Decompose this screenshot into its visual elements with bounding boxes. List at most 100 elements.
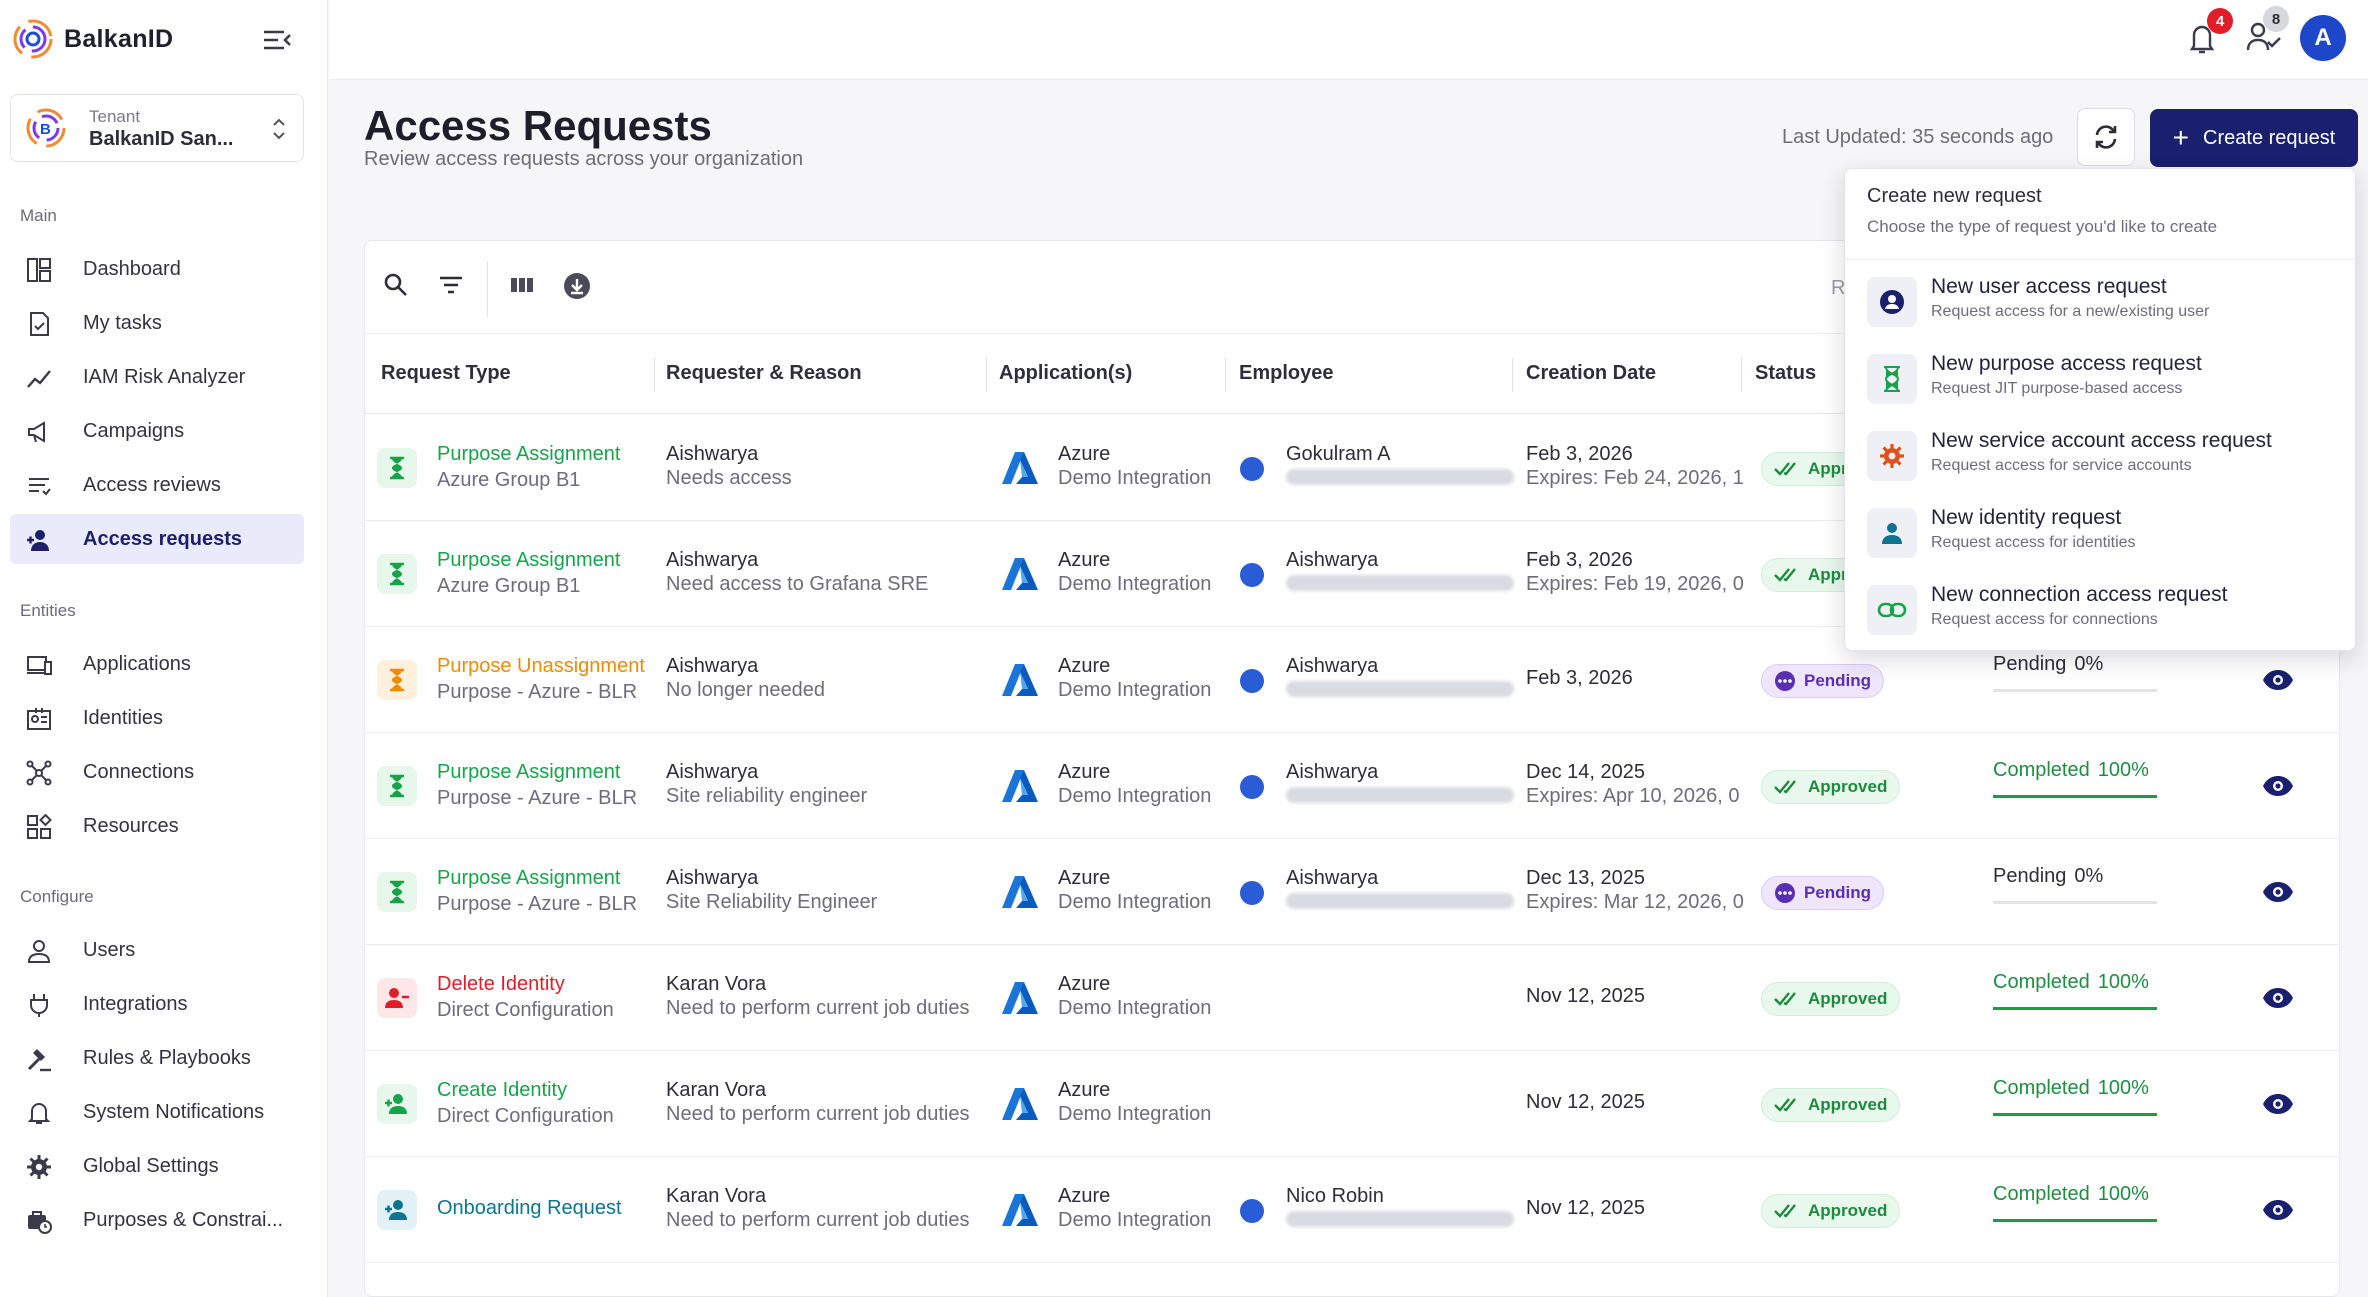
status-badge: Approved bbox=[1761, 1194, 1901, 1228]
sidebar-item-integrations[interactable]: Integrations bbox=[10, 979, 304, 1029]
user-avatar[interactable]: A bbox=[2300, 15, 2346, 61]
user-minus-icon bbox=[377, 978, 417, 1018]
briefcase-clock-icon bbox=[28, 1211, 52, 1234]
request-type[interactable]: Purpose Assignment bbox=[437, 867, 621, 889]
col-employee[interactable]: Employee bbox=[1239, 362, 1334, 384]
sidebar-item-connections[interactable]: Connections bbox=[10, 747, 304, 797]
request-type[interactable]: Delete Identity bbox=[437, 973, 565, 995]
sidebar-item-resources[interactable]: Resources bbox=[10, 801, 304, 851]
hourglass-icon bbox=[377, 448, 417, 488]
svg-text:B: B bbox=[40, 121, 51, 138]
menu-item-new-service-account-access[interactable]: New service account access request Reque… bbox=[1867, 423, 2337, 495]
application-integration: Demo Integration bbox=[1058, 467, 1212, 489]
request-type[interactable]: Purpose Assignment bbox=[437, 761, 621, 783]
sidebar-item-iam-risk-analyzer[interactable]: IAM Risk Analyzer bbox=[10, 352, 304, 402]
view-request-button[interactable] bbox=[2261, 880, 2295, 909]
notifications-count-badge: 4 bbox=[2207, 8, 2233, 34]
create-request-button[interactable]: + Create request bbox=[2150, 109, 2358, 167]
creation-date: Feb 3, 2026 bbox=[1526, 443, 1633, 465]
request-target: Purpose - Azure - BLR bbox=[437, 787, 638, 809]
progress-bar-fill bbox=[1993, 1007, 2157, 1010]
requester-name: Aishwarya bbox=[666, 867, 759, 889]
menu-item-new-user-access[interactable]: New user access request Request access f… bbox=[1867, 269, 2337, 341]
plus-icon: + bbox=[2172, 122, 2190, 153]
view-request-button[interactable] bbox=[2261, 1092, 2295, 1121]
col-requester-reason[interactable]: Requester & Reason bbox=[666, 362, 862, 384]
table-row[interactable]: Onboarding Request Karan Vora Need to perf… bbox=[365, 1157, 2339, 1263]
menu-item-new-identity[interactable]: New identity request Request access for … bbox=[1867, 500, 2337, 572]
azure-icon bbox=[1002, 1194, 1038, 1226]
section-entities: Entities bbox=[20, 601, 76, 620]
col-request-type[interactable]: Request Type bbox=[381, 362, 511, 384]
application-integration: Demo Integration bbox=[1058, 1209, 1212, 1231]
download-button[interactable] bbox=[562, 271, 592, 306]
request-type[interactable]: Purpose Assignment bbox=[437, 443, 621, 465]
application-integration: Demo Integration bbox=[1058, 785, 1212, 807]
table-row[interactable]: Create Identity Direct Configuration Karan… bbox=[365, 1051, 2339, 1157]
application-integration: Demo Integration bbox=[1058, 1103, 1212, 1125]
sidebar-item-label: Global Settings bbox=[83, 1154, 219, 1177]
view-request-button[interactable] bbox=[2261, 986, 2295, 1015]
sidebar-item-applications[interactable]: Applications bbox=[10, 639, 304, 689]
search-button[interactable] bbox=[382, 271, 410, 304]
sidebar-item-label: Campaigns bbox=[83, 419, 185, 442]
sidebar-item-dashboard[interactable]: Dashboard bbox=[10, 244, 304, 294]
col-status[interactable]: Status bbox=[1755, 362, 1817, 384]
table-row[interactable]: Purpose Assignment Purpose - Azure - BLR A… bbox=[365, 839, 2339, 945]
request-type[interactable]: Create Identity bbox=[437, 1079, 568, 1101]
creation-date: Nov 12, 2025 bbox=[1526, 1091, 1645, 1113]
request-type[interactable]: Purpose Assignment bbox=[437, 549, 621, 571]
col-creation-date[interactable]: Creation Date bbox=[1526, 362, 1657, 384]
collapse-menu-icon bbox=[264, 30, 291, 50]
refresh-button[interactable] bbox=[2077, 108, 2135, 166]
sidebar-item-access-requests[interactable]: Access requests bbox=[10, 514, 304, 564]
menu-item-new-connection-access[interactable]: New connection access request Request ac… bbox=[1867, 577, 2337, 649]
sidebar-item-system-notifications[interactable]: System Notifications bbox=[10, 1087, 304, 1137]
filter-icon bbox=[440, 276, 462, 294]
collapse-sidebar-button[interactable] bbox=[262, 28, 292, 57]
sidebar-item-label: My tasks bbox=[83, 311, 162, 334]
table-row[interactable]: Purpose Unassignment Purpose - Azure - BL… bbox=[365, 627, 2339, 733]
creation-date: Feb 3, 2026 bbox=[1526, 549, 1633, 571]
employee-email-redacted bbox=[1286, 575, 1514, 591]
sidebar-item-rules-playbooks[interactable]: Rules & Playbooks bbox=[10, 1033, 304, 1083]
sidebar-item-access-reviews[interactable]: Access reviews bbox=[10, 460, 304, 510]
table-row[interactable]: Purpose Assignment Purpose - Azure - BLR A… bbox=[365, 733, 2339, 839]
expiry-date: Expires: Mar 12, 2026, 0 bbox=[1526, 891, 1744, 913]
toolbar-divider bbox=[487, 261, 488, 317]
col-applications[interactable]: Application(s) bbox=[999, 362, 1133, 384]
sidebar-item-global-settings[interactable]: Global Settings bbox=[10, 1141, 304, 1191]
sidebar-item-users[interactable]: Users bbox=[10, 925, 304, 975]
tenant-switcher[interactable]: B Tenant BalkanID San... bbox=[10, 94, 304, 162]
filter-button[interactable] bbox=[437, 271, 465, 304]
request-reason: Need to perform current job duties bbox=[666, 1209, 970, 1231]
table-row[interactable]: Purpose Assignment Azure Group B1 Aishwary… bbox=[365, 415, 2339, 521]
view-request-button[interactable] bbox=[2261, 668, 2295, 697]
megaphone-icon bbox=[28, 421, 45, 443]
brand[interactable]: BalkanID bbox=[12, 18, 173, 60]
rows-label: R bbox=[1831, 277, 1846, 299]
menu-item-new-purpose-access[interactable]: New purpose access request Request JIT p… bbox=[1867, 346, 2337, 418]
sidebar-item-label: IAM Risk Analyzer bbox=[83, 365, 246, 388]
sidebar-item-my-tasks[interactable]: My tasks bbox=[10, 298, 304, 348]
application-name: Azure bbox=[1058, 1185, 1111, 1207]
requester-name: Aishwarya bbox=[666, 549, 759, 571]
hourglass-icon bbox=[377, 766, 417, 806]
table-row[interactable]: Delete Identity Direct Configuration Karan… bbox=[365, 945, 2339, 1051]
gear-icon bbox=[27, 1155, 51, 1179]
request-reason: Site reliability engineer bbox=[666, 785, 868, 807]
application-name: Azure bbox=[1058, 443, 1111, 465]
status-label: Approved bbox=[1808, 777, 1888, 796]
request-type[interactable]: Purpose Unassignment bbox=[437, 655, 645, 677]
request-type[interactable]: Onboarding Request bbox=[437, 1197, 622, 1219]
sidebar-item-identities[interactable]: Identities bbox=[10, 693, 304, 743]
request-reason: No longer needed bbox=[666, 679, 826, 701]
sidebar-item-purposes-constraints[interactable]: Purposes & Constrai... bbox=[10, 1195, 304, 1245]
view-request-button[interactable] bbox=[2261, 774, 2295, 803]
view-request-button[interactable] bbox=[2261, 1198, 2295, 1227]
eye-icon bbox=[2263, 988, 2293, 1008]
notifications-button[interactable] bbox=[2186, 20, 2218, 61]
sidebar-item-campaigns[interactable]: Campaigns bbox=[10, 406, 304, 456]
columns-button[interactable] bbox=[508, 271, 536, 304]
approvals-button[interactable] bbox=[2246, 20, 2282, 59]
